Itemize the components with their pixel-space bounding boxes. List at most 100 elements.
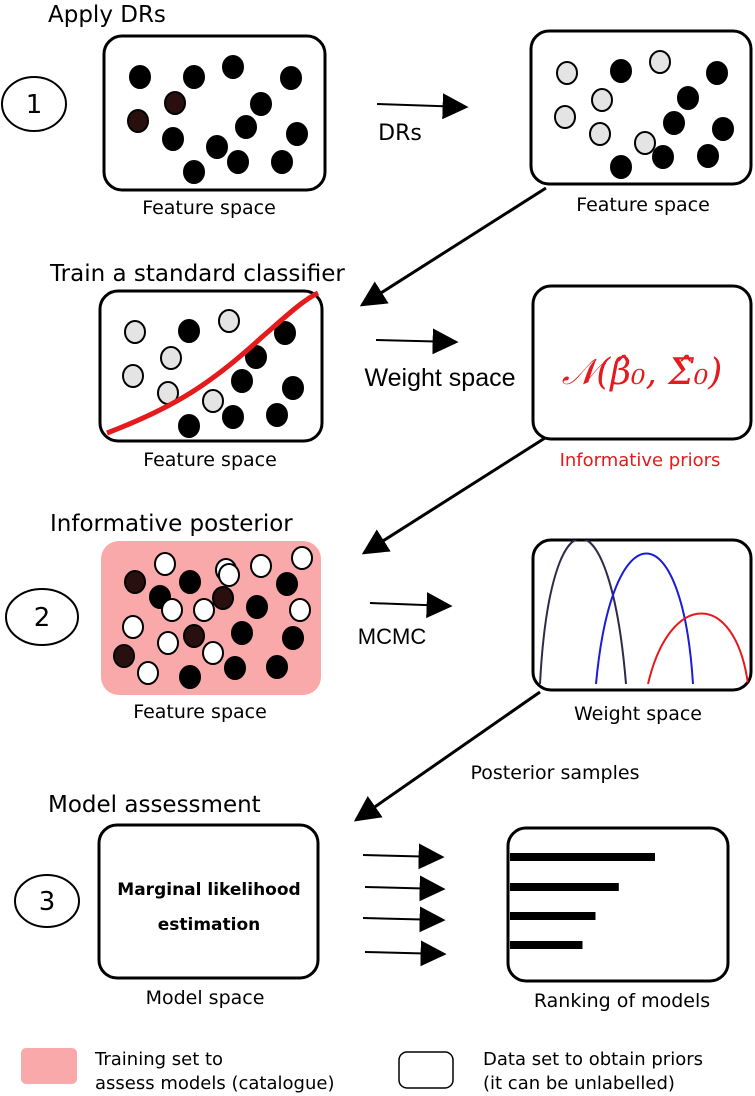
- step1b-point: [610, 155, 632, 179]
- step2-point: [289, 598, 311, 622]
- step1-point: [183, 65, 205, 89]
- ranking-bar-2: [510, 883, 619, 891]
- step1-point: [222, 55, 244, 79]
- step1-points-after-drs: [554, 50, 734, 179]
- step1b-arrow: [375, 328, 459, 355]
- step2-title: Informative posterior: [50, 511, 293, 537]
- step2-right-caption: Weight space: [574, 703, 702, 725]
- posterior-curve-3: [647, 612, 749, 685]
- step1b-point: [556, 61, 578, 85]
- ranking-bars: [510, 853, 655, 949]
- step1b-right-caption: Informative priors: [560, 450, 721, 471]
- step1-point: [164, 91, 186, 115]
- step1-points-all-labelled: [127, 55, 308, 184]
- step1b-feature-space-box: [98, 289, 324, 443]
- step2-point: [276, 572, 298, 596]
- prior-formula: 𝒩(β̂₀, Σ̂₀): [562, 352, 723, 393]
- step1c-point: [122, 364, 144, 388]
- posterior-samples-label: Posterior samples: [471, 762, 640, 784]
- legend-pink-line2: assess models (catalogue): [95, 1073, 334, 1094]
- step3-left-caption: Model space: [146, 987, 265, 1009]
- step2-point: [179, 665, 201, 689]
- step1-title: Apply DRs: [48, 2, 166, 28]
- step2-left-caption: Feature space: [133, 701, 267, 723]
- step1b-point: [649, 50, 671, 74]
- step2-number-badge: [5, 588, 79, 646]
- step3-title: Model assessment: [48, 792, 261, 818]
- step2-point: [212, 586, 234, 610]
- ranking-bar-3: [510, 912, 596, 920]
- step2-point: [202, 641, 224, 665]
- step1b-arrow-label: Weight space: [364, 364, 515, 392]
- posterior-curve-2: [595, 552, 694, 685]
- step2-point: [246, 595, 268, 619]
- step1-arrow-label: DRs: [378, 121, 422, 146]
- step2-point: [113, 644, 135, 668]
- step1c-point: [222, 405, 244, 429]
- step1b-point: [712, 117, 734, 141]
- connector-arrow-3: [353, 690, 541, 822]
- legend-white-swatch: [398, 1051, 454, 1089]
- step3-number-badge: [14, 874, 80, 928]
- informative-priors-box: [531, 284, 753, 441]
- step1-point: [280, 66, 302, 90]
- step2-point: [282, 626, 304, 650]
- step1-point: [162, 127, 184, 151]
- step1c-point: [178, 319, 200, 343]
- marginal-likelihood-line2: estimation: [158, 915, 261, 935]
- step1-feature-space-after-box: [529, 29, 753, 186]
- step1b-point: [697, 144, 719, 168]
- step1c-point: [274, 321, 296, 345]
- step2-arrow: [369, 592, 453, 619]
- step1-point: [206, 135, 228, 159]
- connector-arrow-2: [361, 436, 546, 555]
- step2-point: [124, 570, 146, 594]
- step1-feature-space-box: [102, 34, 327, 192]
- posterior-weight-space-box: [531, 538, 753, 692]
- step1b-points: [122, 309, 304, 438]
- step1c-point: [218, 309, 240, 333]
- step1c-point: [178, 414, 200, 438]
- ranking-box: [506, 826, 730, 983]
- step1c-point: [231, 369, 253, 393]
- step2-point: [157, 631, 179, 655]
- step1-point: [127, 109, 149, 133]
- step2-point: [231, 621, 253, 645]
- step1b-point: [554, 105, 576, 129]
- step2-point: [137, 661, 159, 685]
- step1b-point: [677, 86, 699, 110]
- step2-number: 2: [34, 603, 51, 633]
- step3-right-caption: Ranking of models: [534, 990, 710, 1012]
- step2-point: [122, 615, 144, 639]
- model-arrow-4: [364, 940, 447, 967]
- step1b-point: [634, 131, 656, 155]
- step1-point: [129, 65, 151, 89]
- step2-point: [161, 598, 183, 622]
- step2-arrow-label: MCMC: [358, 624, 427, 649]
- step2-point: [266, 655, 288, 679]
- step1-point: [183, 160, 205, 184]
- step1b-point: [610, 59, 632, 83]
- posterior-curves: [539, 540, 749, 685]
- connector-arrow-1: [359, 186, 547, 307]
- classifier-decision-boundary: [106, 290, 320, 436]
- step2-point: [224, 656, 246, 680]
- ranking-bar-4: [510, 941, 583, 949]
- step1b-point: [663, 111, 685, 135]
- step2-point: [193, 598, 215, 622]
- step1-point: [227, 150, 249, 174]
- step1b-left-caption: Feature space: [143, 449, 277, 471]
- step1b-point: [652, 145, 674, 169]
- model-arrow-1: [362, 843, 445, 870]
- legend-pink-line1: Training set to: [94, 1049, 223, 1070]
- step1b-point: [589, 122, 611, 146]
- step1c-point: [160, 346, 182, 370]
- step1c-point: [245, 345, 267, 369]
- step1-right-caption: Feature space: [576, 194, 710, 216]
- model-arrow-2: [364, 875, 446, 902]
- step1-left-caption: Feature space: [142, 197, 276, 219]
- step1c-point: [266, 403, 288, 427]
- model-arrows: [362, 843, 447, 967]
- step1c-point: [202, 389, 224, 413]
